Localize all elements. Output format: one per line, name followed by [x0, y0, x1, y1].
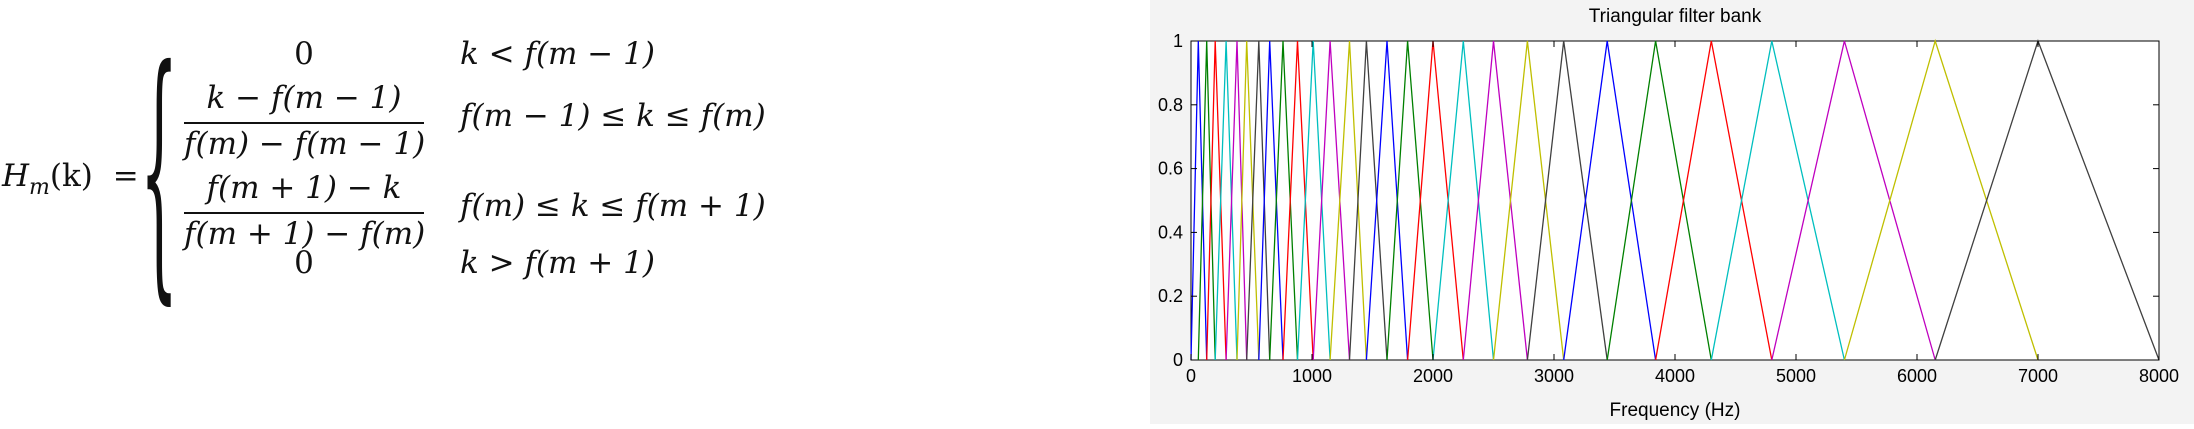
x-axis-ticks: 0 1000 2000 3000 4000 5000 6000 7000 8000 — [1186, 41, 2179, 386]
x-tick-label: 4000 — [1655, 366, 1695, 386]
case3-condition: f(m) ≤ k ≤ f(m + 1) — [460, 188, 766, 224]
left-brace: { — [140, 15, 179, 331]
filter-triangle-9 — [1269, 40, 1299, 361]
x-tick-label: 8000 — [2139, 366, 2179, 386]
filter-triangle-12 — [1312, 40, 1351, 361]
equals-sign: = — [112, 158, 139, 194]
y-tick-label: 0.8 — [1158, 95, 1183, 115]
filter-triangle-21 — [1526, 40, 1608, 361]
filter-triangle-4 — [1214, 40, 1238, 361]
case2-denominator: f(m) − f(m − 1) — [184, 126, 426, 162]
case2-fraction-bar — [184, 122, 424, 124]
case4-value: 0 — [294, 245, 314, 281]
filter-triangle-3 — [1206, 40, 1227, 361]
y-tick-label: 0.2 — [1158, 286, 1183, 306]
x-tick-label: 7000 — [2018, 366, 2058, 386]
case1-value: 0 — [294, 36, 314, 72]
y-tick-label: 0.4 — [1158, 222, 1183, 242]
lhs-subscript: m — [29, 175, 50, 200]
filter-triangle-11 — [1296, 40, 1331, 361]
case3-fraction-bar — [184, 212, 424, 214]
y-tick-label: 0 — [1173, 350, 1183, 370]
x-axis-label: Frequency (Hz) — [1610, 400, 1741, 421]
case2-condition: f(m − 1) ≤ k ≤ f(m) — [460, 98, 766, 134]
case3-denominator: f(m + 1) − f(m) — [184, 216, 426, 252]
filter-triangle-19 — [1462, 40, 1529, 361]
filter-formula: Hm(k) = { 0 k < f(m − 1) k − f(m − 1) f(… — [0, 30, 800, 308]
plot-area — [1190, 40, 2160, 361]
case3-numerator: f(m + 1) − k — [206, 170, 402, 206]
filter-triangle-26 — [1771, 40, 1936, 361]
filter-triangle-10 — [1282, 40, 1314, 361]
y-tick-label: 1 — [1173, 31, 1183, 51]
filter-triangle-22 — [1563, 40, 1657, 361]
x-tick-label: 5000 — [1776, 366, 1816, 386]
filter-triangle-23 — [1606, 40, 1712, 361]
filter-triangle-15 — [1365, 40, 1409, 361]
filter-triangle-1 — [1190, 40, 1208, 361]
filter-bank-chart: 0 1000 2000 3000 4000 5000 6000 7000 8000 0 0.2 0.… — [1158, 6, 2179, 421]
filter-triangle-5 — [1225, 40, 1248, 361]
filter-triangle-24 — [1654, 40, 1773, 361]
filter-triangle-13 — [1329, 40, 1368, 361]
y-tick-label: 0.6 — [1158, 159, 1183, 179]
x-tick-label: 3000 — [1534, 366, 1574, 386]
formula-lhs: Hm(k) = — [2, 158, 139, 200]
filter-triangle-18 — [1432, 40, 1495, 361]
lhs-symbol: H — [2, 158, 30, 194]
filter-triangle-20 — [1492, 40, 1565, 361]
x-tick-label: 6000 — [1897, 366, 1937, 386]
lhs-argument: (k) — [49, 158, 93, 194]
filter-triangle-27 — [1843, 38, 2039, 361]
y-axis-ticks: 0 0.2 0.4 0.6 0.8 1 — [1158, 31, 2159, 370]
chart-panel: 0 1000 2000 3000 4000 5000 6000 7000 8000 0 0.2 0.… — [1150, 0, 2194, 424]
x-tick-label: 1000 — [1292, 366, 1332, 386]
case1-condition: k < f(m − 1) — [460, 36, 655, 72]
filter-triangle-6 — [1236, 40, 1260, 361]
filter-triangle-8 — [1258, 40, 1284, 361]
filter-triangle-14 — [1348, 40, 1388, 361]
filter-triangle-2 — [1197, 40, 1216, 361]
filter-triangle-25 — [1710, 40, 1846, 361]
filter-triangle-16 — [1386, 40, 1434, 361]
case4-condition: k > f(m + 1) — [460, 245, 655, 281]
case2-numerator: k − f(m − 1) — [206, 80, 402, 116]
chart-title: Triangular filter bank — [1589, 6, 1762, 27]
filter-triangle-7 — [1246, 40, 1271, 361]
x-tick-label: 0 — [1186, 366, 1196, 386]
x-tick-label: 2000 — [1413, 366, 1453, 386]
